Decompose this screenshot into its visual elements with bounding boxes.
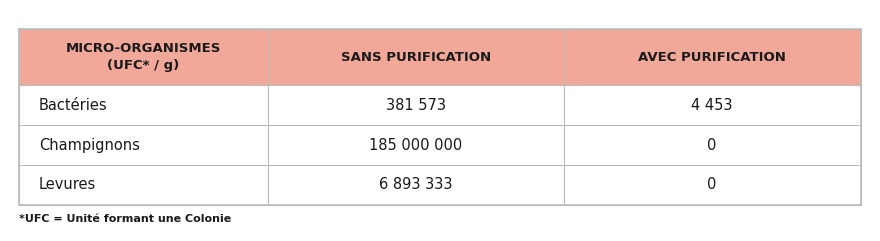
Text: 381 573: 381 573 [385, 98, 445, 113]
Text: *UFC = Unité formant une Colonie: *UFC = Unité formant une Colonie [19, 214, 231, 224]
Text: MICRO-ORGANISMES
(UFC* / g): MICRO-ORGANISMES (UFC* / g) [66, 42, 221, 72]
Text: AVEC PURIFICATION: AVEC PURIFICATION [638, 51, 786, 64]
Text: 185 000 000: 185 000 000 [369, 138, 462, 153]
Text: 0: 0 [708, 138, 717, 153]
Text: 0: 0 [708, 177, 717, 192]
Text: 6 893 333: 6 893 333 [379, 177, 452, 192]
Text: Levures: Levures [39, 177, 96, 192]
Text: SANS PURIFICATION: SANS PURIFICATION [341, 51, 491, 64]
Text: Bactéries: Bactéries [39, 98, 107, 113]
Text: 4 453: 4 453 [692, 98, 733, 113]
Text: Champignons: Champignons [39, 138, 140, 153]
